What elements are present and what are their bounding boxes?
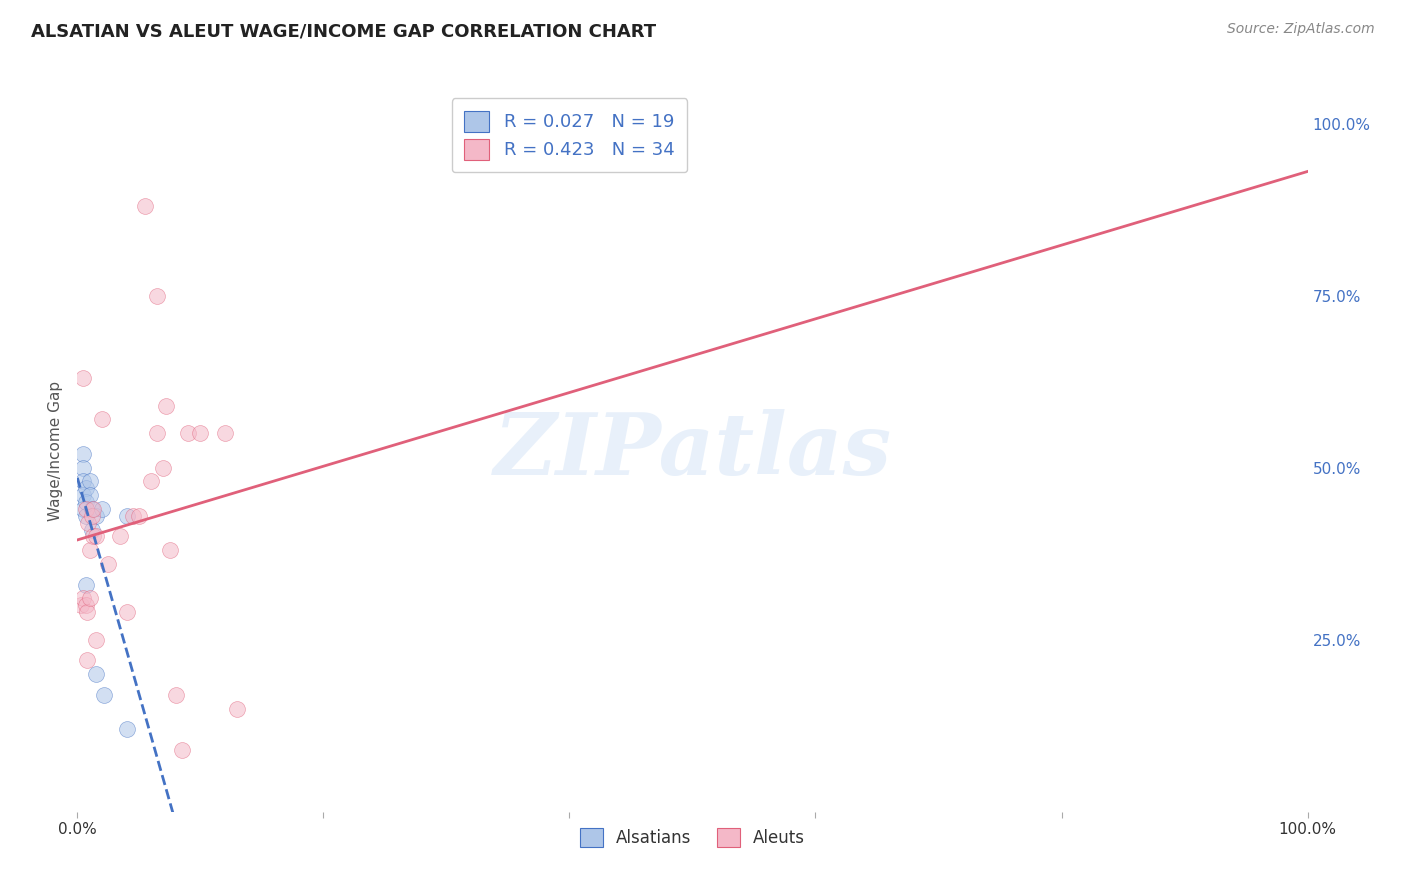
Point	[177, 426, 200, 441]
Point	[84, 632, 107, 647]
Point	[72, 371, 94, 385]
Point	[82, 508, 104, 523]
Point	[82, 502, 104, 516]
Point	[72, 488, 94, 502]
Point	[115, 508, 138, 523]
Point	[97, 557, 120, 571]
Point	[75, 508, 97, 523]
Point	[72, 475, 94, 489]
Point	[72, 460, 94, 475]
Point	[82, 502, 104, 516]
Text: Source: ZipAtlas.com: Source: ZipAtlas.com	[1227, 22, 1375, 37]
Point	[75, 502, 97, 516]
Point	[77, 516, 100, 530]
Text: ALSATIAN VS ALEUT WAGE/INCOME GAP CORRELATION CHART: ALSATIAN VS ALEUT WAGE/INCOME GAP CORREL…	[31, 22, 657, 40]
Point	[72, 502, 94, 516]
Text: ZIPatlas: ZIPatlas	[494, 409, 891, 492]
Point	[128, 508, 150, 523]
Point	[72, 447, 94, 461]
Point	[79, 543, 101, 558]
Point	[82, 529, 104, 543]
Point	[79, 488, 101, 502]
Point	[146, 288, 169, 302]
Point	[141, 475, 163, 489]
Point	[84, 508, 107, 523]
Point	[110, 529, 132, 543]
Point	[75, 495, 97, 509]
Point	[90, 412, 114, 426]
Y-axis label: Wage/Income Gap: Wage/Income Gap	[48, 380, 63, 521]
Point	[115, 722, 138, 736]
Point	[70, 599, 93, 613]
Point	[155, 399, 177, 413]
Point	[84, 529, 107, 543]
Point	[188, 426, 212, 441]
Point	[76, 605, 98, 619]
Point	[121, 508, 143, 523]
Point	[214, 426, 236, 441]
Point	[82, 523, 104, 537]
Point	[79, 591, 101, 606]
Point	[170, 743, 193, 757]
Point	[93, 688, 115, 702]
Point	[134, 199, 156, 213]
Point	[75, 577, 97, 591]
Legend: Alsatians, Aleuts: Alsatians, Aleuts	[572, 822, 813, 854]
Point	[84, 667, 107, 681]
Point	[90, 502, 114, 516]
Point	[115, 605, 138, 619]
Point	[79, 475, 101, 489]
Point	[159, 543, 181, 558]
Point	[72, 591, 94, 606]
Point	[146, 426, 169, 441]
Point	[226, 701, 249, 715]
Point	[75, 599, 97, 613]
Point	[152, 460, 174, 475]
Point	[165, 688, 187, 702]
Point	[76, 653, 98, 667]
Point	[75, 481, 97, 495]
